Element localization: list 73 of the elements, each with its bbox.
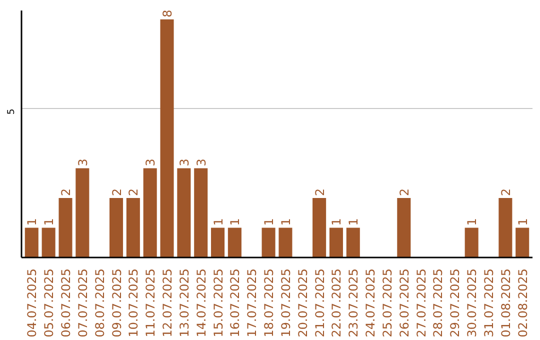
- x-tick-label: 31.07.2025: [482, 268, 496, 338]
- x-tick-label: 11.07.2025: [144, 268, 158, 338]
- bar: [126, 198, 140, 258]
- x-tick-label: 01.08.2025: [498, 268, 513, 338]
- data-label: 1: [516, 218, 530, 226]
- bar: [312, 198, 326, 258]
- x-tick-label: 26.07.2025: [397, 268, 412, 338]
- x-tick-label: 29.07.2025: [448, 268, 462, 338]
- x-tick-label: 17.07.2025: [245, 268, 260, 338]
- data-label: 3: [144, 158, 158, 166]
- data-label: 1: [262, 218, 276, 226]
- x-tick-label: 08.07.2025: [92, 268, 107, 338]
- y-tick-label: 5: [6, 108, 17, 115]
- bar: [143, 168, 157, 258]
- data-label: 1: [228, 218, 242, 226]
- x-tick-label: 22.07.2025: [330, 268, 344, 338]
- data-label: 1: [211, 218, 226, 226]
- bar: [177, 168, 191, 258]
- x-tick-label: 21.07.2025: [312, 268, 327, 338]
- bar: [498, 198, 512, 258]
- data-label: 3: [177, 158, 192, 166]
- x-tick-label: 16.07.2025: [228, 268, 242, 338]
- x-tick-label: 27.07.2025: [414, 268, 428, 338]
- bar: [160, 19, 174, 258]
- data-label: 1: [346, 218, 361, 226]
- bar: [109, 198, 124, 258]
- x-tick-label: 15.07.2025: [211, 268, 226, 338]
- x-tick-label: 06.07.2025: [58, 268, 73, 338]
- x-tick-label: 14.07.2025: [194, 268, 208, 338]
- bar: [346, 228, 360, 258]
- x-tick-label: 09.07.2025: [110, 268, 124, 338]
- data-label: 1: [465, 218, 480, 226]
- data-label: 1: [278, 218, 293, 226]
- bar: [516, 228, 530, 258]
- x-tick-label: 25.07.2025: [380, 268, 394, 338]
- x-tick-label: 02.08.2025: [516, 268, 530, 338]
- data-label: 2: [110, 188, 124, 196]
- data-label: 2: [58, 188, 73, 196]
- data-label: 2: [312, 188, 327, 196]
- bar: [397, 198, 411, 258]
- bar: [58, 198, 72, 258]
- x-tick-label: 10.07.2025: [126, 268, 141, 338]
- bar: [42, 228, 56, 258]
- data-label: 3: [194, 158, 208, 166]
- data-label: 1: [42, 218, 56, 226]
- bar: [211, 228, 225, 258]
- x-tick-label: 05.07.2025: [42, 268, 56, 338]
- data-label: 3: [76, 158, 90, 166]
- bar: [262, 228, 276, 258]
- x-tick-label: 30.07.2025: [465, 268, 480, 338]
- bar: [76, 168, 90, 258]
- x-tick-label: 20.07.2025: [296, 268, 310, 338]
- x-tick-label: 28.07.2025: [431, 268, 446, 338]
- data-label: 8: [160, 10, 175, 18]
- bar: [329, 228, 343, 258]
- x-tick-label: 07.07.2025: [76, 268, 90, 338]
- bar: [278, 228, 292, 258]
- x-tick-label: 13.07.2025: [177, 268, 192, 338]
- x-tick-label: 18.07.2025: [262, 268, 276, 338]
- bar: [24, 228, 38, 258]
- x-tick-label: 04.07.2025: [25, 268, 40, 338]
- bar: [228, 228, 242, 258]
- data-label: 2: [397, 188, 412, 196]
- data-label: 2: [126, 188, 141, 196]
- data-label: 2: [498, 188, 513, 196]
- x-tick-label: 19.07.2025: [278, 268, 293, 338]
- bar: [194, 168, 208, 258]
- bar: [464, 228, 478, 258]
- x-tick-label: 24.07.2025: [364, 268, 378, 338]
- x-tick-label: 12.07.2025: [160, 268, 175, 338]
- data-label: 1: [330, 218, 344, 226]
- x-tick-label: 23.07.2025: [346, 268, 361, 338]
- data-label: 1: [25, 218, 40, 226]
